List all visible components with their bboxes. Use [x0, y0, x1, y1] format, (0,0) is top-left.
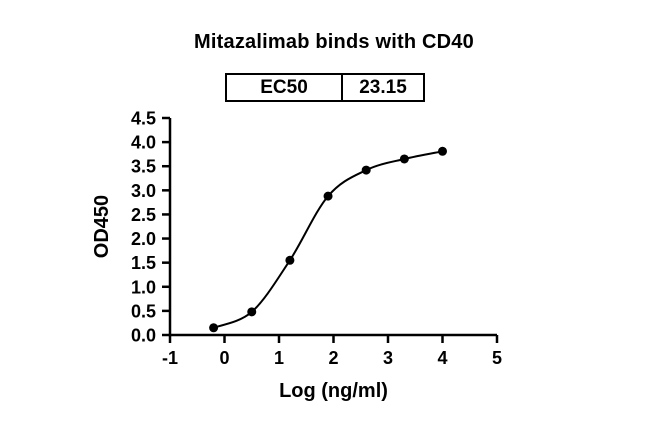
data-point	[361, 165, 371, 175]
data-point	[247, 307, 257, 317]
data-point	[438, 146, 447, 156]
ec50-table: EC50 23.15	[225, 73, 425, 102]
x-tick-label: 3	[383, 348, 393, 368]
x-tick-label: 1	[274, 348, 284, 368]
x-tick-label: 2	[328, 348, 338, 368]
chart-title: Mitazalimab binds with CD40	[194, 31, 474, 53]
y-tick-label: 2.5	[131, 205, 156, 225]
y-tick-label: 4.5	[131, 109, 156, 129]
fit-curve	[212, 150, 444, 329]
y-tick-label: 0.0	[131, 326, 156, 346]
data-point	[323, 191, 333, 201]
y-axis-title: OD450	[91, 195, 113, 258]
y-tick-label: 0.5	[131, 301, 156, 321]
x-tick-label: 5	[492, 348, 502, 368]
x-tick-label: 0	[219, 348, 229, 368]
y-tick-label: 3.0	[131, 181, 156, 201]
y-tick-label: 2.0	[131, 229, 156, 249]
y-tick-label: 3.5	[131, 157, 156, 177]
x-tick-label: -1	[162, 348, 178, 368]
data-point	[209, 323, 219, 333]
ec50-table-value: 23.15	[359, 76, 407, 98]
y-tick-label: 1.5	[131, 253, 156, 273]
y-tick-label: 4.0	[131, 133, 156, 153]
x-axis-title: Log (ng/ml)	[279, 380, 388, 402]
data-point	[399, 154, 409, 164]
ec50-table-label: EC50	[227, 75, 343, 100]
y-tick-label: 1.0	[131, 277, 156, 297]
x-tick-label: 4	[437, 348, 447, 368]
data-point	[285, 255, 295, 265]
